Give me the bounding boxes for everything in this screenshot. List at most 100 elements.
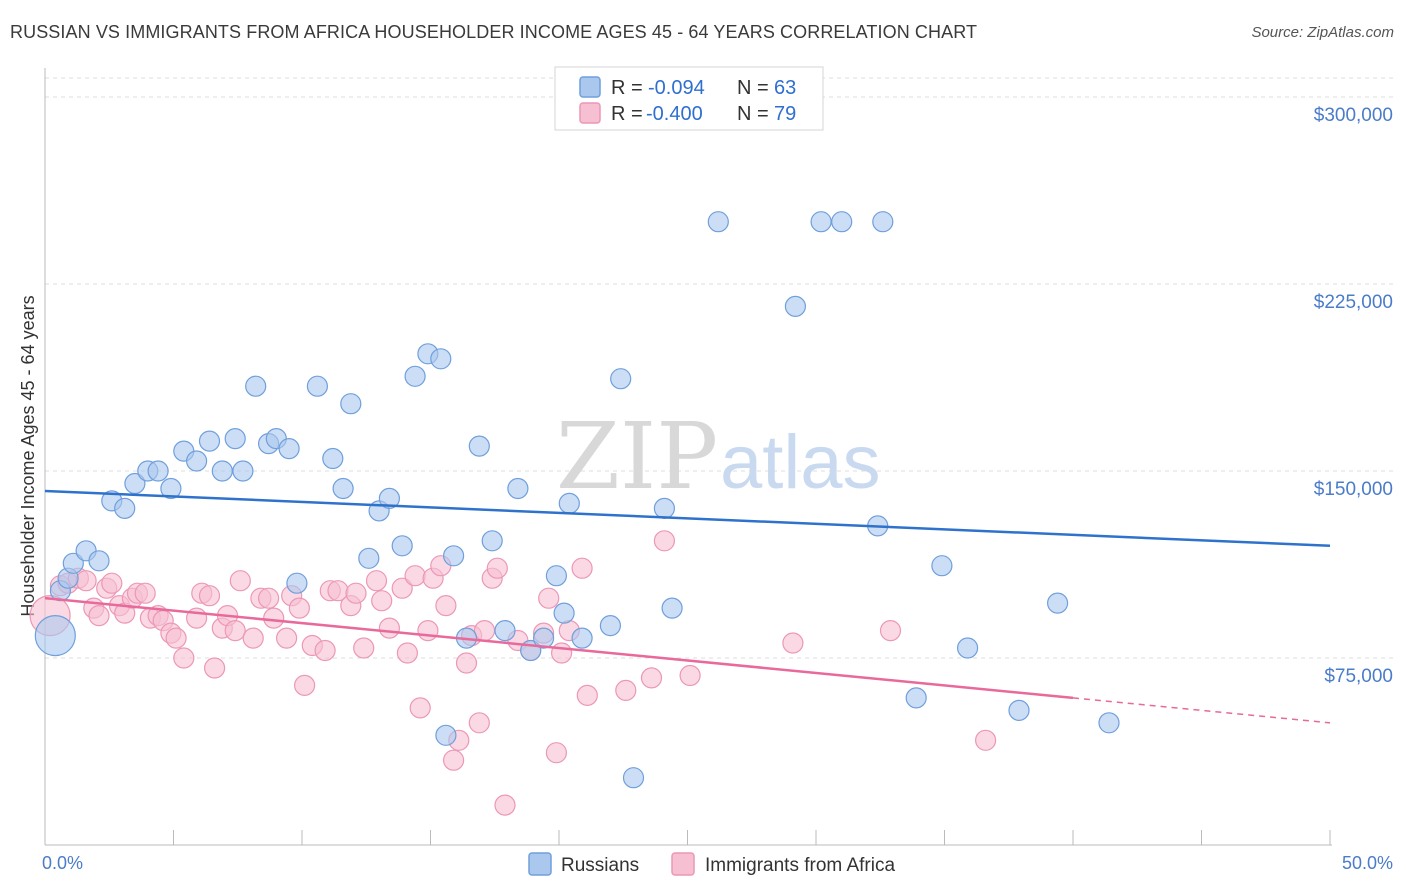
data-point [435, 594, 457, 617]
legend-r-label-russians: R = [611, 77, 643, 99]
legend-r-label-africa: R = [611, 103, 643, 125]
data-point [134, 582, 156, 604]
data-point [782, 632, 804, 654]
trend-lines [44, 489, 1331, 724]
data-point [872, 211, 894, 233]
data-point [147, 460, 169, 482]
data-point [353, 637, 375, 659]
y-tick-label: $150,000 [1314, 479, 1393, 500]
data-point [391, 577, 413, 599]
data-point [679, 664, 701, 687]
data-point [481, 530, 503, 552]
data-point [435, 724, 457, 746]
data-point [286, 572, 308, 594]
data-point [1046, 592, 1069, 614]
data-point [956, 637, 979, 659]
data-point [653, 530, 676, 552]
data-point [263, 607, 285, 629]
legend-r-value-russians: -0.094 [648, 77, 705, 99]
data-point [211, 460, 233, 482]
data-point [404, 365, 426, 387]
data-point [558, 492, 580, 514]
data-point [378, 487, 400, 509]
data-point [1008, 699, 1030, 722]
data-point [404, 565, 426, 587]
legend-bottom: Russians Immigrants from Africa [528, 852, 895, 876]
data-point [599, 614, 622, 637]
data-point [371, 590, 393, 612]
legend-swatch-africa [579, 102, 601, 124]
data-point [88, 604, 110, 627]
data-point [186, 450, 208, 472]
data-point [494, 619, 516, 642]
data-point [553, 602, 575, 624]
y-tick-label: $300,000 [1314, 105, 1393, 126]
watermark-atlas: atlas [720, 420, 881, 505]
series-russians [34, 211, 1120, 789]
y-tick-label: $225,000 [1314, 292, 1393, 313]
data-point [306, 375, 328, 397]
data-point [114, 497, 136, 519]
bottom-legend-swatch-africa [671, 852, 695, 876]
data-point [391, 535, 413, 557]
data-point [417, 619, 439, 642]
data-point [576, 684, 598, 707]
data-point [160, 477, 182, 500]
data-point [224, 619, 246, 642]
data-point [340, 393, 362, 415]
data-point [455, 652, 478, 674]
data-point [198, 430, 221, 452]
data-point [550, 642, 573, 664]
source-label: Source: ZipAtlas.com [1251, 24, 1394, 41]
legend-n-value-africa: 79 [774, 103, 796, 125]
bottom-legend-label-russians: Russians [561, 855, 639, 876]
data-point [622, 767, 645, 789]
legend-n-label-russians: N = [737, 77, 769, 99]
data-point [538, 587, 560, 609]
data-point [258, 587, 280, 609]
data-point [294, 674, 316, 697]
x-tick-label-max: 50.0% [1342, 853, 1393, 873]
data-point [245, 375, 267, 397]
data-point [224, 428, 246, 450]
data-point [332, 477, 354, 500]
bottom-legend-label-africa: Immigrants from Africa [705, 855, 895, 876]
data-point [232, 460, 254, 482]
data-point [242, 627, 264, 649]
data-point [288, 597, 310, 619]
data-point [879, 619, 902, 642]
chart-title: RUSSIAN VS IMMIGRANTS FROM AFRICA HOUSEH… [10, 22, 978, 42]
data-point [276, 627, 298, 649]
watermark-zip: ZIP [556, 403, 718, 510]
data-point [165, 627, 187, 649]
legend-r-value-africa: -0.400 [646, 103, 703, 125]
trend-line-russians [44, 489, 1331, 548]
bottom-legend-swatch-russians [528, 852, 552, 876]
data-point [468, 435, 490, 457]
series-immigrants-from-africa [29, 530, 997, 816]
data-point [615, 679, 637, 702]
data-point [473, 619, 496, 642]
y-axis-title: Householder Income Ages 45 - 64 years [18, 295, 38, 616]
data-point [571, 557, 593, 579]
axes [44, 68, 1332, 846]
data-point [486, 557, 508, 579]
data-point [443, 749, 465, 771]
watermark: ZIP atlas [556, 403, 881, 510]
data-point [378, 617, 400, 639]
data-point [34, 614, 76, 657]
legend-n-value-russians: 63 [774, 77, 796, 99]
data-point [545, 565, 568, 587]
data-point [229, 570, 251, 592]
data-point [88, 550, 110, 572]
x-tick-label-min: 0.0% [42, 853, 83, 873]
data-point [75, 570, 97, 592]
data-point [905, 687, 927, 709]
data-point [62, 552, 84, 574]
grid [45, 77, 1395, 659]
data-point [507, 477, 529, 500]
data-point [345, 582, 367, 604]
data-point [278, 438, 300, 460]
data-point [468, 712, 490, 734]
